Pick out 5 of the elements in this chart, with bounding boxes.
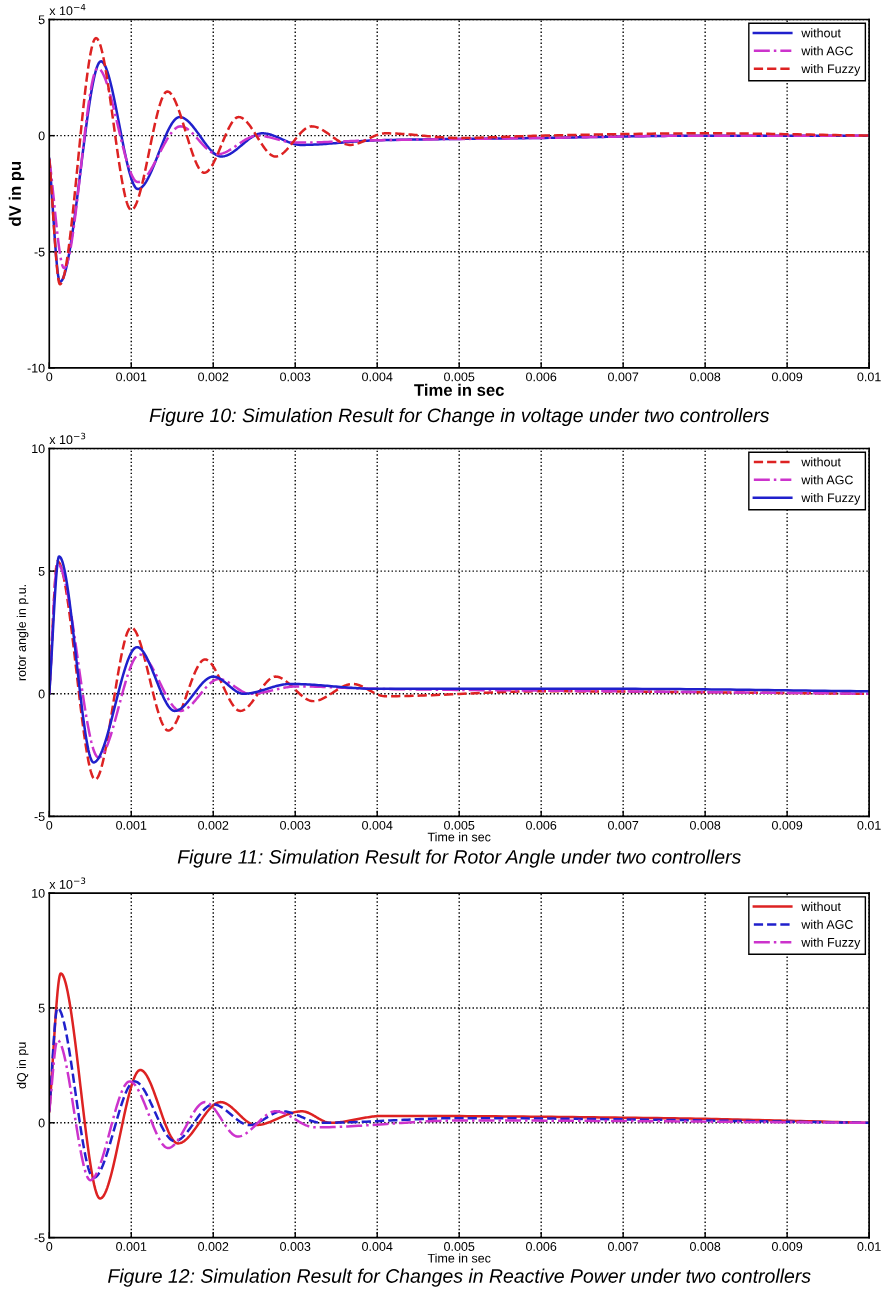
y-axis-title: dV in pu bbox=[8, 161, 25, 226]
text: Figure 12: Simulation Result for Changes in Reactive Power under two controllers bbox=[108, 1268, 811, 1287]
text: Figure 10: Simulation Result for Change in voltage under two controllers bbox=[149, 407, 770, 427]
x-axis-title: Time in sec bbox=[414, 383, 504, 396]
text: Figure 11: Simulation Result for Rotor Angle under two controllers bbox=[177, 849, 741, 868]
